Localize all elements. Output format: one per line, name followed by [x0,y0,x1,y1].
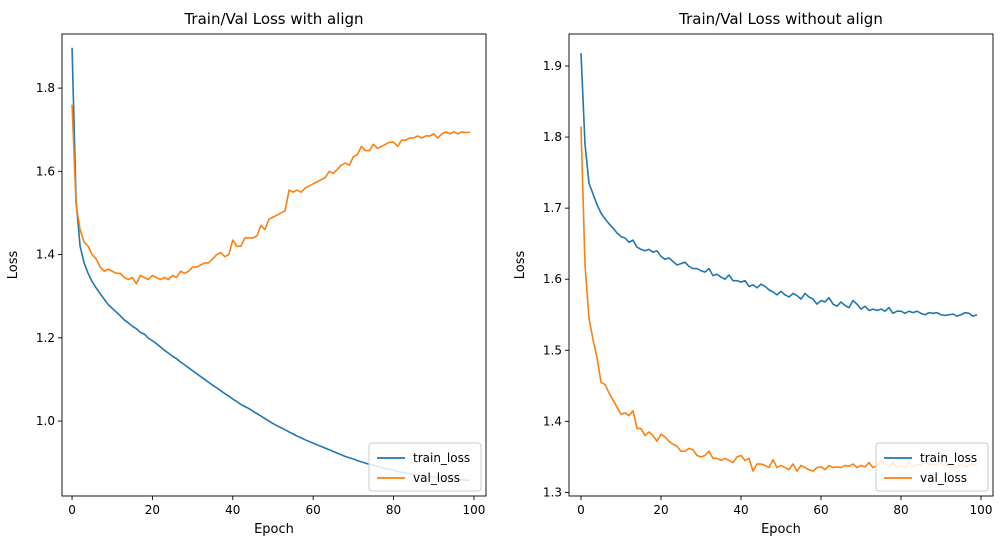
x-tick-label: 80 [386,503,401,517]
series-line-val-loss [580,126,978,472]
legend-box [875,442,989,492]
legend-box [368,442,482,492]
y-tick-label: 1.7 [543,201,562,215]
x-tick-label: 20 [145,503,160,517]
y-tick-label: 1.5 [543,343,562,357]
x-tick-label: 60 [306,503,321,517]
y-tick-label: 1.2 [36,331,55,345]
x-tick-label: 100 [970,503,993,517]
y-tick-label: 1.6 [36,164,55,178]
y-tick-label: 1.0 [36,414,55,428]
legend: train_loss val_loss [875,442,989,492]
x-tick-label: 0 [577,503,585,517]
y-tick-label: 1.6 [543,272,562,286]
legend: train_loss val_loss [368,442,482,492]
legend-label: train_loss [413,451,470,465]
series-line-train-loss [580,53,978,317]
x-tick-label: 100 [462,503,485,517]
x-axis-label: Epoch [761,522,801,537]
y-tick-label: 1.8 [543,130,562,144]
y-tick-label: 1.4 [36,248,55,262]
chart-title: Train/Val Loss without align [678,10,883,28]
y-axis-label: Loss [6,251,21,280]
x-tick-label: 0 [68,503,76,517]
x-tick-label: 40 [733,503,748,517]
legend-label: val_loss [920,471,967,485]
y-axis-label: Loss [513,251,528,280]
x-tick-label: 80 [893,503,908,517]
x-axis-label: Epoch [254,522,294,537]
y-tick-label: 1.9 [543,59,562,73]
chart-without-align: Train/Val Loss without align 0 20 40 60 80 100… [513,10,994,537]
series-line-train-loss [71,47,470,481]
series-lines [71,47,471,481]
y-tick-label: 1.8 [36,81,55,95]
legend-label: val_loss [413,471,460,485]
y-tick-label: 1.3 [543,485,562,499]
series-line-val-loss [71,104,471,285]
x-tick-label: 60 [813,503,828,517]
axes-frame [61,33,487,497]
chart-title: Train/Val Loss with align [183,10,363,28]
x-tick-label: 40 [225,503,240,517]
axes-frame [568,33,994,497]
chart-with-align: Train/Val Loss with align 0 20 40 60 80 100 1.0… [6,10,487,537]
y-tick-label: 1.4 [543,414,562,428]
legend-label: train_loss [920,451,977,465]
series-lines [580,53,978,472]
x-tick-label: 20 [653,503,668,517]
